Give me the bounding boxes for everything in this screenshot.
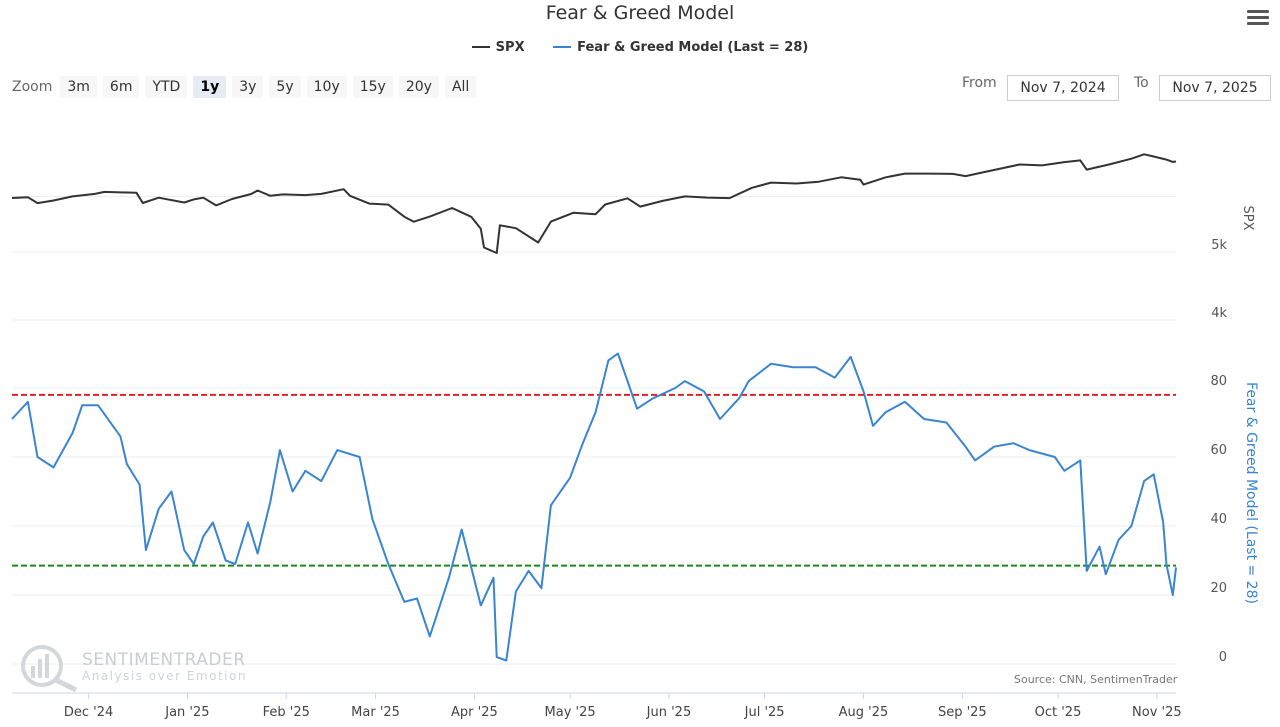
menu-icon[interactable] <box>1247 10 1269 28</box>
chart-title: Fear & Greed Model <box>545 2 735 24</box>
fg-tick-label: 0 <box>1219 650 1227 665</box>
fear-greed-series-line <box>11 352 1177 662</box>
x-tick-label: Nov '25 <box>1132 705 1182 720</box>
x-tick-label: Jul '25 <box>744 705 785 720</box>
chart-legend: SPX Fear & Greed Model (Last = 28) <box>0 37 1280 55</box>
watermark-logo-icon <box>21 645 78 692</box>
zoom-3y-button[interactable]: 3y <box>232 76 264 98</box>
x-tick-label: Dec '24 <box>64 705 113 720</box>
legend-item-spx[interactable]: SPX <box>471 39 525 55</box>
to-date-input[interactable]: Nov 7, 2025 <box>1159 75 1271 101</box>
x-tick-label: Mar '25 <box>351 705 400 720</box>
zoom-10y-button[interactable]: 10y <box>306 76 347 98</box>
legend-swatch-spx <box>471 46 490 48</box>
fg-tick-label: 60 <box>1210 443 1227 458</box>
zoom-1y-button[interactable]: 1y <box>193 76 227 98</box>
fg-tick-label: 80 <box>1210 374 1227 389</box>
zoom-ytd-button[interactable]: YTD <box>145 76 188 98</box>
x-tick-label: Aug '25 <box>839 705 889 720</box>
legend-label-spx: SPX <box>495 39 525 55</box>
zoom-20y-button[interactable]: 20y <box>398 76 439 98</box>
zoom-label: Zoom <box>12 79 53 95</box>
to-label: To <box>1134 75 1149 91</box>
x-tick-label: Oct '25 <box>1035 705 1082 720</box>
spx-axis-title: SPX <box>1240 206 1255 231</box>
fg-tick-label: 40 <box>1210 512 1227 527</box>
spx-series-line <box>11 153 1177 254</box>
x-tick-label: Apr '25 <box>451 705 498 720</box>
from-date-input[interactable]: Nov 7, 2024 <box>1007 75 1119 101</box>
fg-tick-label: 20 <box>1210 581 1227 596</box>
legend-label-fear-greed: Fear & Greed Model (Last = 28) <box>577 39 809 55</box>
spx-tick-label: 5k <box>1211 238 1227 253</box>
x-tick-label: May '25 <box>545 705 596 720</box>
fg-axis-title: Fear & Greed Model (Last = 28) <box>1243 382 1259 604</box>
watermark-name: SENTIMENTRADER <box>82 650 246 670</box>
legend-item-fear-greed[interactable]: Fear & Greed Model (Last = 28) <box>553 40 808 55</box>
from-label: From <box>962 75 997 91</box>
x-tick-label: Sep '25 <box>938 705 987 720</box>
zoom-6m-button[interactable]: 6m <box>102 76 140 98</box>
x-tick-label: Feb '25 <box>263 705 310 720</box>
sentimentrader-watermark: SENTIMENTRADER Analysis over Emotion <box>18 642 258 692</box>
zoom-bar: Zoom 3m 6m YTD 1y 3y 5y 10y 15y 20y All <box>12 76 482 98</box>
legend-swatch-fear-greed <box>553 46 572 48</box>
zoom-5y-button[interactable]: 5y <box>269 76 301 98</box>
watermark-tagline: Analysis over Emotion <box>82 669 247 683</box>
zoom-all-button[interactable]: All <box>444 76 477 98</box>
source-credit: Source: CNN, SentimenTrader <box>1014 673 1178 686</box>
x-tick-label: Jun '25 <box>646 705 692 720</box>
zoom-15y-button[interactable]: 15y <box>352 76 393 98</box>
spx-tick-label: 4k <box>1211 306 1227 321</box>
zoom-3m-button[interactable]: 3m <box>60 76 97 98</box>
x-tick-label: Jan '25 <box>164 705 209 720</box>
